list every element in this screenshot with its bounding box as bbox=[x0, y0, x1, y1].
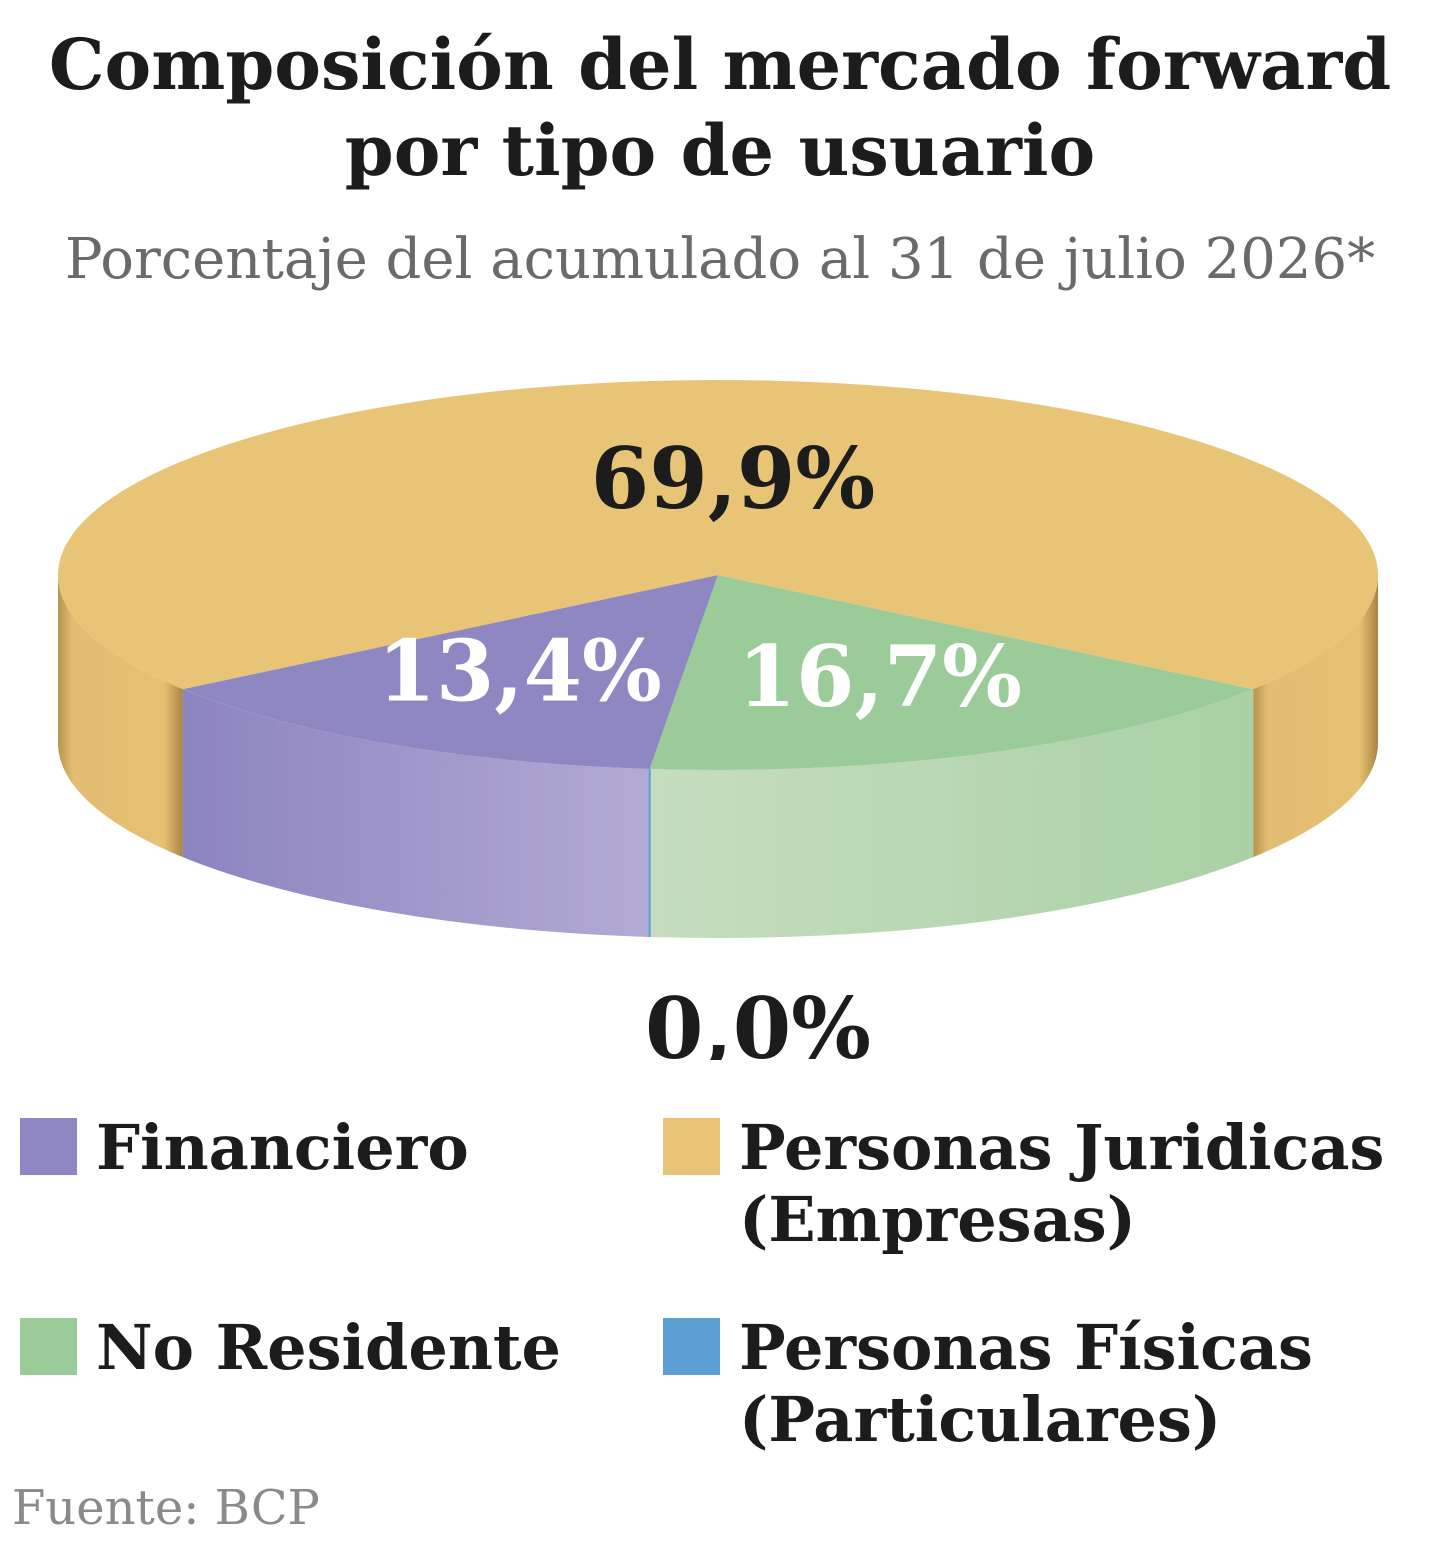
pie-sides bbox=[58, 575, 1378, 938]
legend-swatch-financiero bbox=[20, 1118, 77, 1175]
legend-label-personas-juridicas: Personas Juridicas (Empresas) bbox=[739, 1111, 1385, 1256]
legend-label-personas-fisicas: Personas Físicas (Particulares) bbox=[739, 1311, 1313, 1456]
source-note: Fuente: BCP bbox=[12, 1480, 320, 1536]
data-label-personas-juridicas-empresas: 69,9% bbox=[591, 429, 875, 528]
legend-swatch-personas-fisicas bbox=[663, 1318, 720, 1375]
legend-label-financiero: Financiero bbox=[96, 1111, 469, 1184]
pie-side-personas-juridicas-empresas bbox=[58, 575, 183, 858]
pie-chart: 69,9% 16,7% 0,0% 13,4% bbox=[57, 380, 1378, 1060]
legend-swatch-personas-juridicas bbox=[663, 1118, 720, 1175]
chart-subtitle: Porcentaje del acumulado al 31 de julio … bbox=[64, 227, 1376, 292]
pie-side-no-residente bbox=[649, 689, 1254, 938]
pie-labels: 69,9% 16,7% 0,0% 13,4% bbox=[377, 429, 1022, 1060]
data-label-personas-fisicas-particulares: 0,0% bbox=[645, 979, 871, 1060]
pie-slice-no-residente bbox=[649, 575, 1254, 770]
pie-side-personas-juridicas-empresas bbox=[1253, 575, 1378, 858]
pie-slice-financiero bbox=[182, 575, 719, 769]
data-label-no-residente: 16,7% bbox=[738, 627, 1022, 726]
chart-title-line-2: por tipo de usuario bbox=[344, 109, 1096, 192]
pie-side-financiero bbox=[182, 689, 650, 937]
pie-tops bbox=[57, 380, 1378, 937]
legend-label-no-residente: No Residente bbox=[96, 1311, 561, 1384]
data-label-financiero: 13,4% bbox=[377, 621, 661, 720]
pie-slice-personas-juridicas-empresas bbox=[57, 380, 1378, 690]
chart-title: Composición del mercado forward por tipo… bbox=[0, 22, 1440, 194]
legend-swatch-no-residente bbox=[20, 1318, 77, 1375]
chart-title-line-1: Composición del mercado forward bbox=[48, 23, 1392, 106]
